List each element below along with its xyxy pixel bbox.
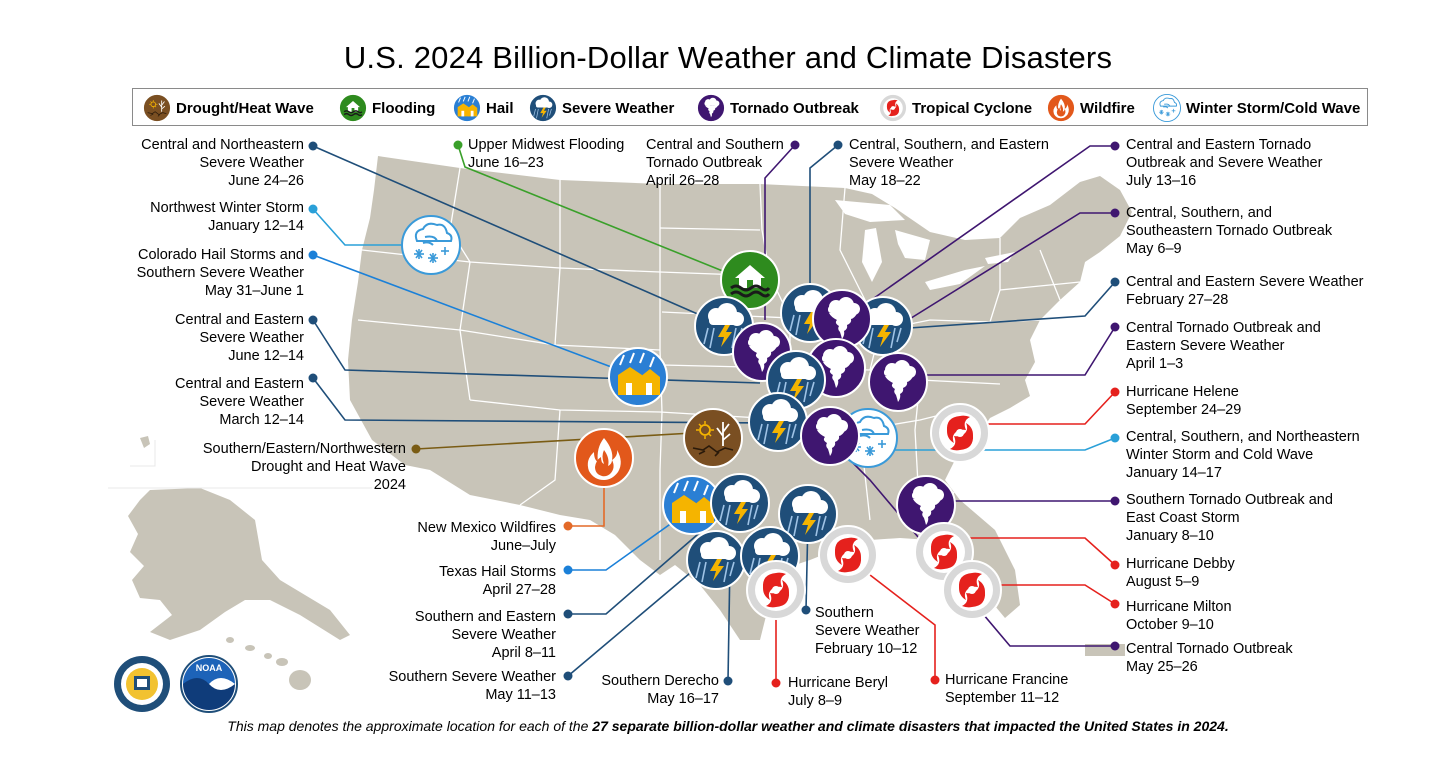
- drought-icon: [143, 94, 171, 122]
- legend-label: Wildfire: [1080, 99, 1135, 117]
- event-label-central-eastern-severe-march: Central and Eastern Severe Weather March 1…: [175, 376, 304, 428]
- event-label-new-mexico-wildfires: New Mexico Wildfires June–July: [417, 520, 556, 554]
- event-label-colorado-hail: Colorado Hail Storms and Southern Severe …: [136, 247, 304, 299]
- tropical-cyclone-icon: [879, 94, 907, 122]
- event-label-southern-eastern-severe: Southern and Eastern Severe Weather April …: [414, 609, 556, 661]
- winter-storm-icon: [401, 215, 461, 275]
- inset-border: [108, 440, 372, 489]
- event-label-northwest-winter-storm: Northwest Winter Storm January 12–14: [150, 200, 304, 234]
- drought-icon: [683, 408, 743, 468]
- legend-item-winter-storm: Winter Storm/Cold Wave: [1153, 94, 1360, 122]
- event-label-southern-severe-may: Southern Severe Weather May 11–13: [388, 669, 556, 703]
- tropical-cyclone-icon: [930, 403, 990, 463]
- event-label-hurricane-francine: Hurricane Francine September 11–12: [945, 672, 1069, 706]
- event-label-central-southern-tornado-april: Central and Southern Tornado Outbreak Apri…: [646, 137, 784, 189]
- map-title: U.S. 2024 Billion-Dollar Weather and Cli…: [343, 40, 1113, 75]
- noaa-logo-icon: NOAA: [180, 655, 238, 713]
- event-label-southern-tornado-east-coast: Southern Tornado Outbreak and East Coast …: [1126, 492, 1333, 544]
- leader-dots: [308, 140, 1120, 688]
- legend-item-flooding: Flooding: [339, 94, 435, 122]
- wildfire-icon: [574, 428, 634, 488]
- great-lakes: [835, 200, 1015, 290]
- legend-item-tornado: Tornado Outbreak: [697, 94, 859, 122]
- severe-weather-icon: [710, 473, 770, 533]
- event-label-southern-severe-feb: Southern Severe Weather February 10–12: [815, 605, 920, 657]
- legend-item-drought: Drought/Heat Wave: [143, 94, 314, 122]
- tornado-icon: [800, 406, 860, 466]
- legend-label: Flooding: [372, 99, 436, 117]
- event-label-hurricane-milton: Hurricane Milton October 9–10: [1126, 599, 1232, 633]
- alaska-land: [128, 488, 350, 640]
- severe-weather-icon: [748, 392, 808, 452]
- legend-label: Winter Storm/Cold Wave: [1186, 99, 1361, 117]
- legend-item-severe-weather: Severe Weather: [529, 94, 674, 122]
- legend: Drought/Heat Wave Flooding Hail Severe W…: [132, 88, 1368, 126]
- event-label-central-southern-eastern-severe: Central, Southern, and Eastern Severe Wea…: [849, 137, 1049, 189]
- event-label-hurricane-debby: Hurricane Debby August 5–9: [1126, 556, 1235, 590]
- footnote-bold: 27 separate billion-dollar weather and c…: [592, 718, 1229, 734]
- tropical-cyclone-icon: [942, 560, 1002, 620]
- hail-icon: [453, 94, 481, 122]
- flooding-icon: [339, 94, 367, 122]
- legend-label: Hail: [486, 99, 514, 117]
- event-label-hurricane-helene: Hurricane Helene September 24–29: [1126, 384, 1242, 418]
- legend-label: Severe Weather: [562, 99, 675, 117]
- hawaii-land: [226, 637, 311, 690]
- event-label-central-eastern-tornado-july: Central and Eastern Tornado Outbreak and …: [1126, 137, 1323, 189]
- hail-icon: [608, 347, 668, 407]
- event-label-central-northeastern-severe: Central and Northeastern Severe Weather Ju…: [141, 137, 304, 189]
- department-of-commerce-seal-icon: [114, 656, 170, 712]
- legend-item-wildfire: Wildfire: [1047, 94, 1135, 122]
- footnote: This map denotes the approximate locatio…: [0, 718, 1456, 734]
- event-label-texas-hail: Texas Hail Storms April 27–28: [439, 564, 556, 598]
- event-label-upper-midwest-flooding: Upper Midwest Flooding June 16–23: [468, 137, 625, 171]
- event-label-central-eastern-severe-june: Central and Eastern Severe Weather June 12…: [175, 312, 304, 364]
- tornado-icon: [868, 352, 928, 412]
- footnote-text: This map denotes the approximate locatio…: [227, 718, 593, 734]
- legend-label: Tornado Outbreak: [730, 99, 859, 117]
- noaa-logo-text: NOAA: [196, 663, 223, 673]
- tropical-cyclone-icon: [746, 560, 806, 620]
- tornado-icon: [697, 94, 725, 122]
- legend-item-hail: Hail: [453, 94, 514, 122]
- event-label-winter-storm-cold-wave: Central, Southern, and Northeastern Winte…: [1126, 429, 1360, 481]
- event-label-central-tornado-april: Central Tornado Outbreak and Eastern Seve…: [1126, 320, 1321, 372]
- tropical-cyclone-icon: [818, 525, 878, 585]
- event-label-central-eastern-severe-feb: Central and Eastern Severe Weather Februa…: [1126, 274, 1364, 308]
- severe-weather-icon: [686, 530, 746, 590]
- event-label-central-southern-southeastern-tornado: Central, Southern, and Southeastern Torna…: [1126, 205, 1333, 257]
- wildfire-icon: [1047, 94, 1075, 122]
- event-label-drought-heat-wave: Southern/Eastern/Northwestern Drought and…: [202, 441, 406, 493]
- event-label-hurricane-beryl: Hurricane Beryl July 8–9: [788, 675, 888, 709]
- event-label-central-tornado-may: Central Tornado Outbreak May 25–26: [1126, 641, 1293, 675]
- legend-item-tropical-cyclone: Tropical Cyclone: [879, 94, 1032, 122]
- event-label-southern-derecho: Southern Derecho May 16–17: [601, 673, 719, 707]
- winter-storm-icon: [1153, 94, 1181, 122]
- legend-label: Drought/Heat Wave: [176, 99, 314, 117]
- island-land: [140, 436, 150, 448]
- severe-weather-icon: [529, 94, 557, 122]
- legend-label: Tropical Cyclone: [912, 99, 1033, 117]
